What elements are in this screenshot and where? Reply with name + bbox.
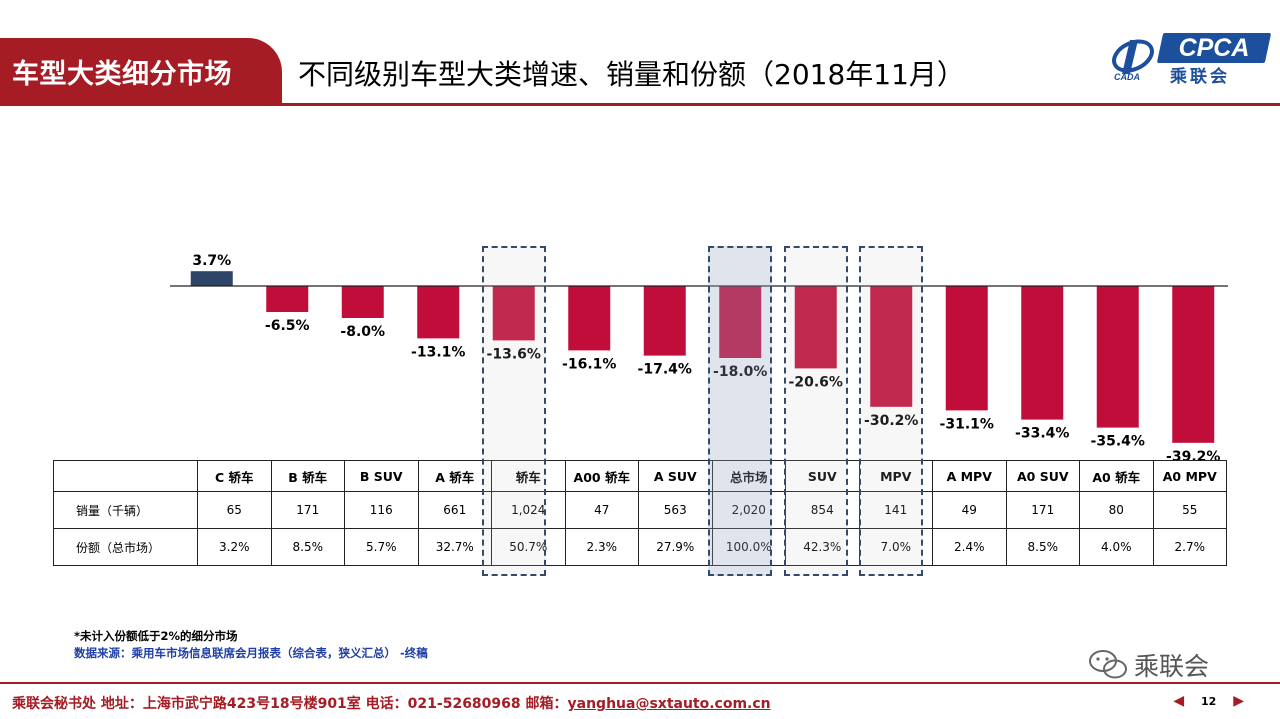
sales-cell-3: 661 [417,491,492,529]
data-label-0: 3.7% [192,253,231,269]
footer-email-link[interactable]: yanghua@sxtauto.com.cn [567,696,771,712]
col-header-5: A00 轿车 [564,460,639,492]
share-cell-7: 100.0% [711,528,786,566]
sales-cell-12: 80 [1079,491,1154,529]
triangle-right-icon[interactable]: ▶ [1233,693,1244,709]
col-header-10: A MPV [932,460,1007,492]
data-label-5: -16.1% [562,356,616,372]
share-cell-13: 2.7% [1152,528,1227,566]
data-label-1: -6.5% [265,318,310,334]
col-header-3: A 轿车 [417,460,492,492]
table-corner-cell [53,460,198,492]
col-header-8: SUV [785,460,860,492]
share-cell-12: 4.0% [1079,528,1154,566]
data-label-13: -39.2% [1166,449,1220,460]
row-label-sales: 销量（千辆） [53,491,198,529]
sales-cell-9: 141 [858,491,933,529]
page-number: 12 [1201,695,1217,708]
section-tab: 车型大类细分市场 [0,38,282,104]
sales-cell-1: 171 [270,491,345,529]
table-row-sales: 销量（千辆） 65 171 116 661 1,024 47 563 2,020 854 141 4… [53,491,1227,529]
cpca-logo-subtitle: 乘联会 [1170,67,1230,87]
data-label-2: -8.0% [340,324,385,340]
share-cell-6: 27.9% [638,528,713,566]
bar-13 [1172,286,1215,443]
bar-8 [794,286,837,369]
cada-logo-icon: CADA [1112,39,1154,82]
growth-bar-chart: 3.7% -6.5% -8.0% -13.1% -13.6% -16.1% -17.4% -1… [170,253,1228,460]
bar-9 [870,286,913,407]
data-label-7: -18.0% [713,364,767,380]
share-cell-4: 50.7% [491,528,566,566]
svg-text:CADA: CADA [1114,72,1140,82]
data-label-12: -35.4% [1091,434,1145,450]
sales-cell-8: 854 [785,491,860,529]
bar-0 [190,271,233,286]
sales-cell-6: 563 [638,491,713,529]
sales-share-table: C 轿车 B 轿车 B SUV A 轿车 轿车 A00 轿车 A SUV 总市场 SUV MPV A… [53,460,1227,566]
share-cell-8: 42.3% [785,528,860,566]
sales-cell-0: 65 [197,491,272,529]
header-divider [0,103,1280,106]
footer-contact: 乘联会秘书处 地址：上海市武宁路423号18号楼901室 电话：021-5268… [12,693,771,713]
page-title: 不同级别车型大类增速、销量和份额（2018年11月） [298,58,965,91]
data-label-4: -13.6% [487,346,541,362]
bar-2 [341,286,384,318]
bar-11 [1021,286,1064,420]
col-header-11: A0 SUV [1005,460,1080,492]
share-cell-2: 5.7% [344,528,419,566]
data-source-note: 数据来源：乘用车市场信息联席会月报表（综合表，狭义汇总） -终稿 [74,646,428,660]
bar-10 [945,286,988,411]
bar-1 [266,286,309,312]
sales-cell-11: 171 [1005,491,1080,529]
col-header-1: B 轿车 [270,460,345,492]
data-label-9: -30.2% [864,413,918,429]
sales-cell-5: 47 [564,491,639,529]
data-label-11: -33.4% [1015,426,1069,442]
sales-cell-4: 1,024 [491,491,566,529]
col-header-9: MPV [858,460,933,492]
col-header-4: 轿车 [491,460,566,492]
share-cell-1: 8.5% [270,528,345,566]
data-label-3: -13.1% [411,344,465,360]
wechat-icon [1089,650,1127,679]
section-tab-label: 车型大类细分市场 [12,59,232,90]
bar-5 [568,286,611,351]
share-cell-0: 3.2% [197,528,272,566]
sales-cell-2: 116 [344,491,419,529]
triangle-left-icon[interactable]: ◀ [1173,693,1185,709]
row-label-share: 份额（总市场） [53,528,198,566]
col-header-0: C 轿车 [197,460,272,492]
col-header-7: 总市场 [711,460,786,492]
bar-7 [719,286,762,358]
share-cell-9: 7.0% [858,528,933,566]
watermark-text: 乘联会 [1134,652,1210,681]
sales-cell-7: 2,020 [711,491,786,529]
footnote: *未计入份额低于2%的细分市场 [74,629,238,643]
footer-divider [0,682,1280,684]
bar-3 [417,286,460,339]
col-header-2: B SUV [344,460,419,492]
share-cell-3: 32.7% [417,528,492,566]
pager: ◀ 12 ▶ [1167,693,1250,709]
data-label-6: -17.4% [638,362,692,378]
footer-contact-text: 乘联会秘书处 地址：上海市武宁路423号18号楼901室 电话：021-5268… [12,696,568,712]
col-header-12: A0 轿车 [1079,460,1154,492]
table-header-row: C 轿车 B 轿车 B SUV A 轿车 轿车 A00 轿车 A SUV 总市场 SUV MPV A… [53,460,1227,492]
share-cell-10: 2.4% [932,528,1007,566]
bar-12 [1096,286,1139,428]
col-header-6: A SUV [638,460,713,492]
data-label-10: -31.1% [940,416,994,432]
col-header-13: A0 MPV [1152,460,1227,492]
share-cell-11: 8.5% [1005,528,1080,566]
bar-6 [643,286,686,356]
share-cell-5: 2.3% [564,528,639,566]
data-label-8: -20.6% [789,374,843,390]
bar-4 [492,286,535,341]
table-row-share: 份额（总市场） 3.2% 8.5% 5.7% 32.7% 50.7% 2.3% 27.9% 1… [53,528,1227,566]
sales-cell-10: 49 [932,491,1007,529]
sales-cell-13: 55 [1152,491,1227,529]
